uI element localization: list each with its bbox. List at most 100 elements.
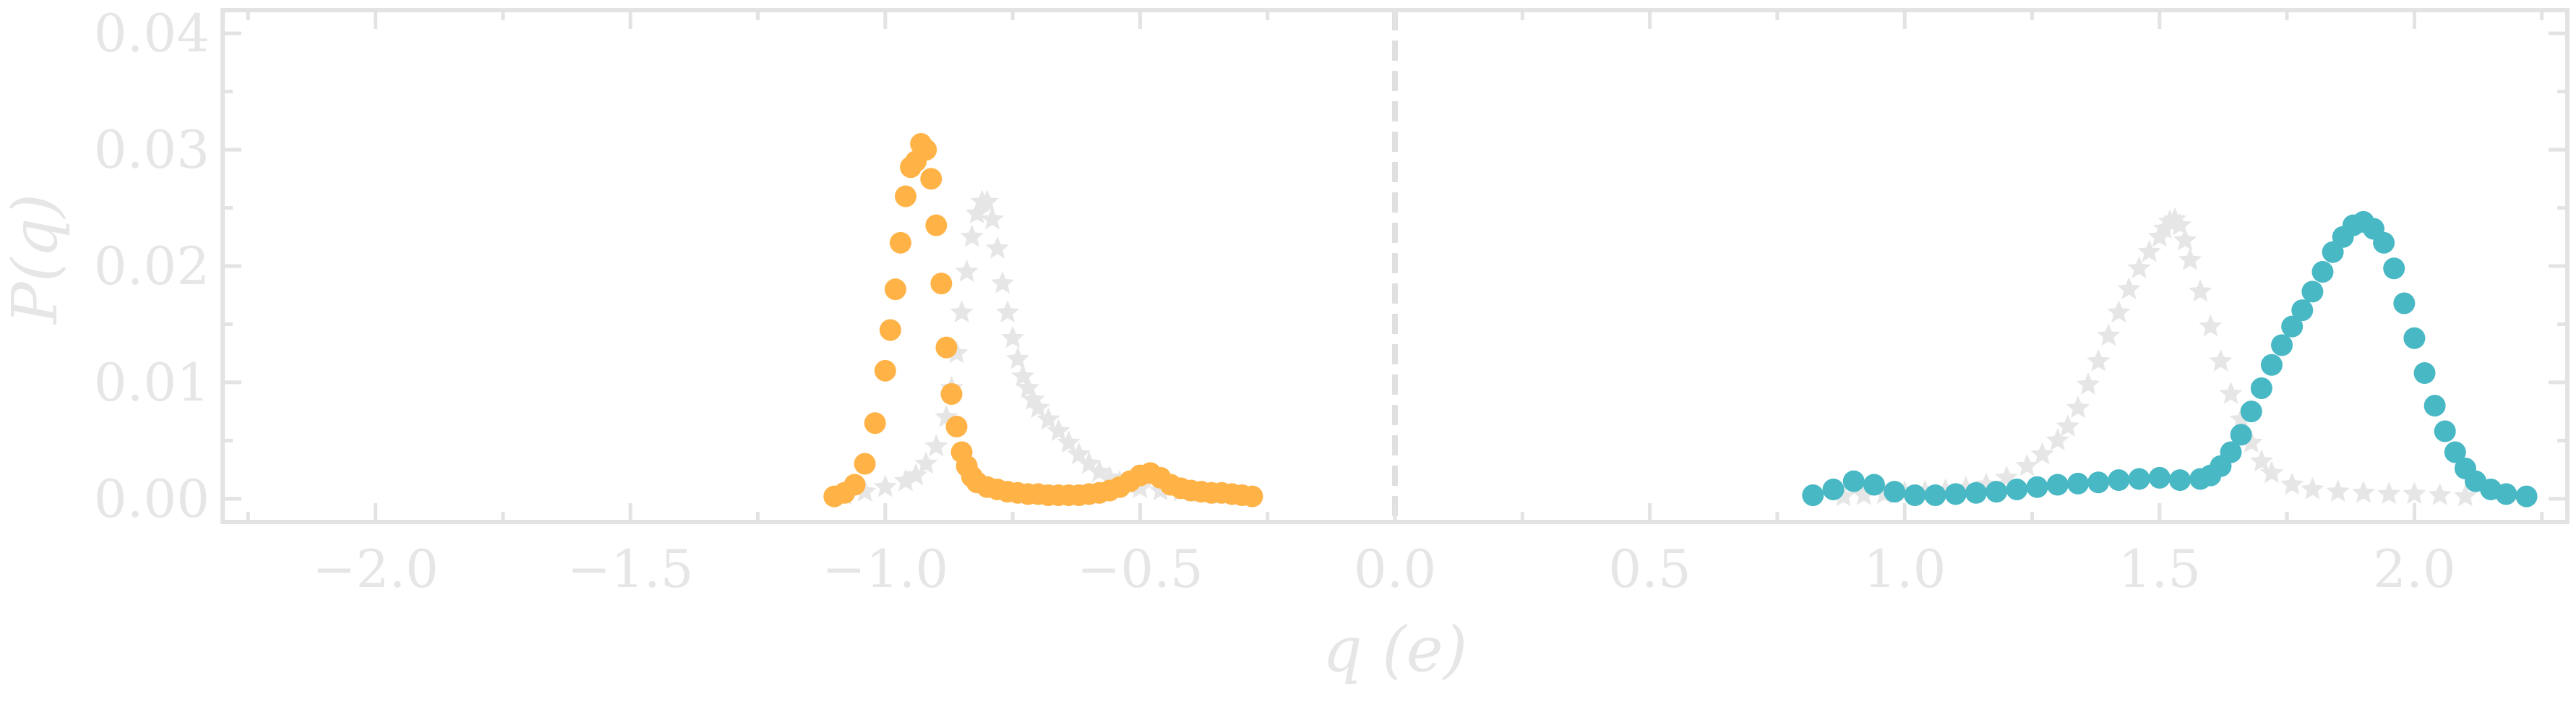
data-point-star xyxy=(1006,346,1030,369)
data-point-star xyxy=(2178,248,2202,270)
data-point-star xyxy=(2127,256,2151,278)
data-point-star xyxy=(914,451,938,474)
data-point-star xyxy=(2219,382,2243,404)
data-point-star xyxy=(2087,348,2111,372)
data-point-circle xyxy=(1241,485,1263,508)
data-point-circle xyxy=(1842,470,1865,492)
data-point-star xyxy=(950,300,974,323)
data-point-circle xyxy=(1822,478,1845,500)
x-axis-label: q (e) xyxy=(1323,614,1467,686)
data-point-star xyxy=(903,463,928,486)
data-point-circle xyxy=(2423,395,2446,417)
data-point-star xyxy=(1852,483,1876,505)
data-point-circle xyxy=(2434,420,2456,442)
data-point-star xyxy=(975,189,999,213)
data-point-star xyxy=(1128,476,1152,499)
data-point-star xyxy=(2199,314,2223,337)
data-point-circle xyxy=(940,383,963,405)
x-tick-label: 2.0 xyxy=(2373,539,2456,599)
data-point-star xyxy=(873,474,897,497)
series-layer xyxy=(823,133,2538,508)
data-point-star xyxy=(2117,277,2141,299)
data-point-circle xyxy=(945,416,968,438)
data-point-circle xyxy=(2250,377,2272,399)
data-point-star xyxy=(2326,479,2350,502)
data-point-circle xyxy=(2413,362,2436,385)
x-tick-label: 1.5 xyxy=(2118,539,2202,599)
data-point-star xyxy=(990,271,1015,294)
data-point-circle xyxy=(874,359,896,382)
data-point-star xyxy=(2428,483,2452,505)
data-point-circle xyxy=(894,185,916,207)
data-point-circle xyxy=(2281,315,2304,338)
data-point-circle xyxy=(1904,484,1926,506)
y-tick-label: 0.01 xyxy=(94,352,210,413)
data-point-circle xyxy=(920,168,943,190)
data-point-circle xyxy=(2301,281,2324,303)
data-point-circle xyxy=(1985,481,2008,503)
data-point-star xyxy=(853,479,877,502)
x-tick-label: −0.5 xyxy=(1077,539,1203,599)
label-layer: −2.0 −1.5 −1.0 −0.5 0.0 0.5 1.0 1.5 2.0 0.00 0.01 0… xyxy=(0,3,2456,686)
data-point-star xyxy=(1047,419,1070,442)
data-point-star xyxy=(2189,279,2212,302)
data-point-star xyxy=(1832,484,1855,507)
data-point-circle xyxy=(2026,476,2048,498)
data-point-star xyxy=(2045,428,2069,451)
x-tick-label: −1.0 xyxy=(822,539,948,599)
data-point-star xyxy=(2301,476,2324,500)
data-point-star xyxy=(2066,395,2090,419)
data-point-star xyxy=(1149,478,1172,501)
data-point-star xyxy=(1011,364,1035,387)
data-point-circle xyxy=(1944,483,1967,505)
y-tick-label: 0.04 xyxy=(94,3,210,64)
data-point-star xyxy=(1036,407,1060,430)
data-point-circle xyxy=(884,278,906,301)
data-point-circle xyxy=(2311,261,2334,283)
data-point-star xyxy=(2209,348,2233,372)
data-point-star xyxy=(985,236,1010,259)
data-point-circle xyxy=(1863,474,1885,496)
data-point-star xyxy=(1057,430,1081,453)
data-point-circle xyxy=(2271,334,2293,356)
data-point-star xyxy=(2351,480,2376,503)
data-point-circle xyxy=(2087,471,2110,494)
x-tick-label: 1.0 xyxy=(1863,539,1946,599)
data-point-star xyxy=(2168,213,2192,236)
data-point-star xyxy=(995,300,1020,323)
data-point-circle xyxy=(935,336,958,359)
data-point-circle xyxy=(2240,401,2262,423)
data-point-star xyxy=(2173,228,2197,251)
data-point-star xyxy=(1026,395,1050,419)
data-point-circle xyxy=(843,474,866,496)
data-point-star xyxy=(893,468,918,492)
frame-layer xyxy=(220,8,2569,524)
x-tick-label: 0.5 xyxy=(1608,539,1691,599)
y-tick-label: 0.03 xyxy=(94,119,210,180)
data-point-star xyxy=(2239,430,2263,453)
data-point-circle xyxy=(915,139,937,161)
x-tick-label: −1.5 xyxy=(567,539,694,599)
x-tick-label: 0.0 xyxy=(1354,539,1437,599)
data-point-star xyxy=(1000,325,1025,348)
data-point-circle xyxy=(2108,469,2130,492)
data-point-circle xyxy=(2393,292,2416,314)
data-point-star xyxy=(960,224,984,247)
data-point-star xyxy=(2377,481,2401,505)
data-point-circle xyxy=(2006,478,2028,500)
data-point-circle xyxy=(2444,441,2466,463)
data-point-circle xyxy=(2066,472,2089,495)
data-point-star xyxy=(965,201,989,224)
data-point-star xyxy=(2076,372,2100,395)
data-point-circle xyxy=(2046,474,2069,496)
data-point-star xyxy=(980,207,1004,230)
data-point-circle xyxy=(925,214,948,236)
data-point-star xyxy=(945,341,969,364)
data-point-circle xyxy=(1884,481,1906,503)
data-point-star xyxy=(2453,484,2478,507)
data-point-star xyxy=(2259,461,2284,484)
data-point-star xyxy=(2097,323,2121,346)
data-point-circle xyxy=(1924,484,1946,506)
